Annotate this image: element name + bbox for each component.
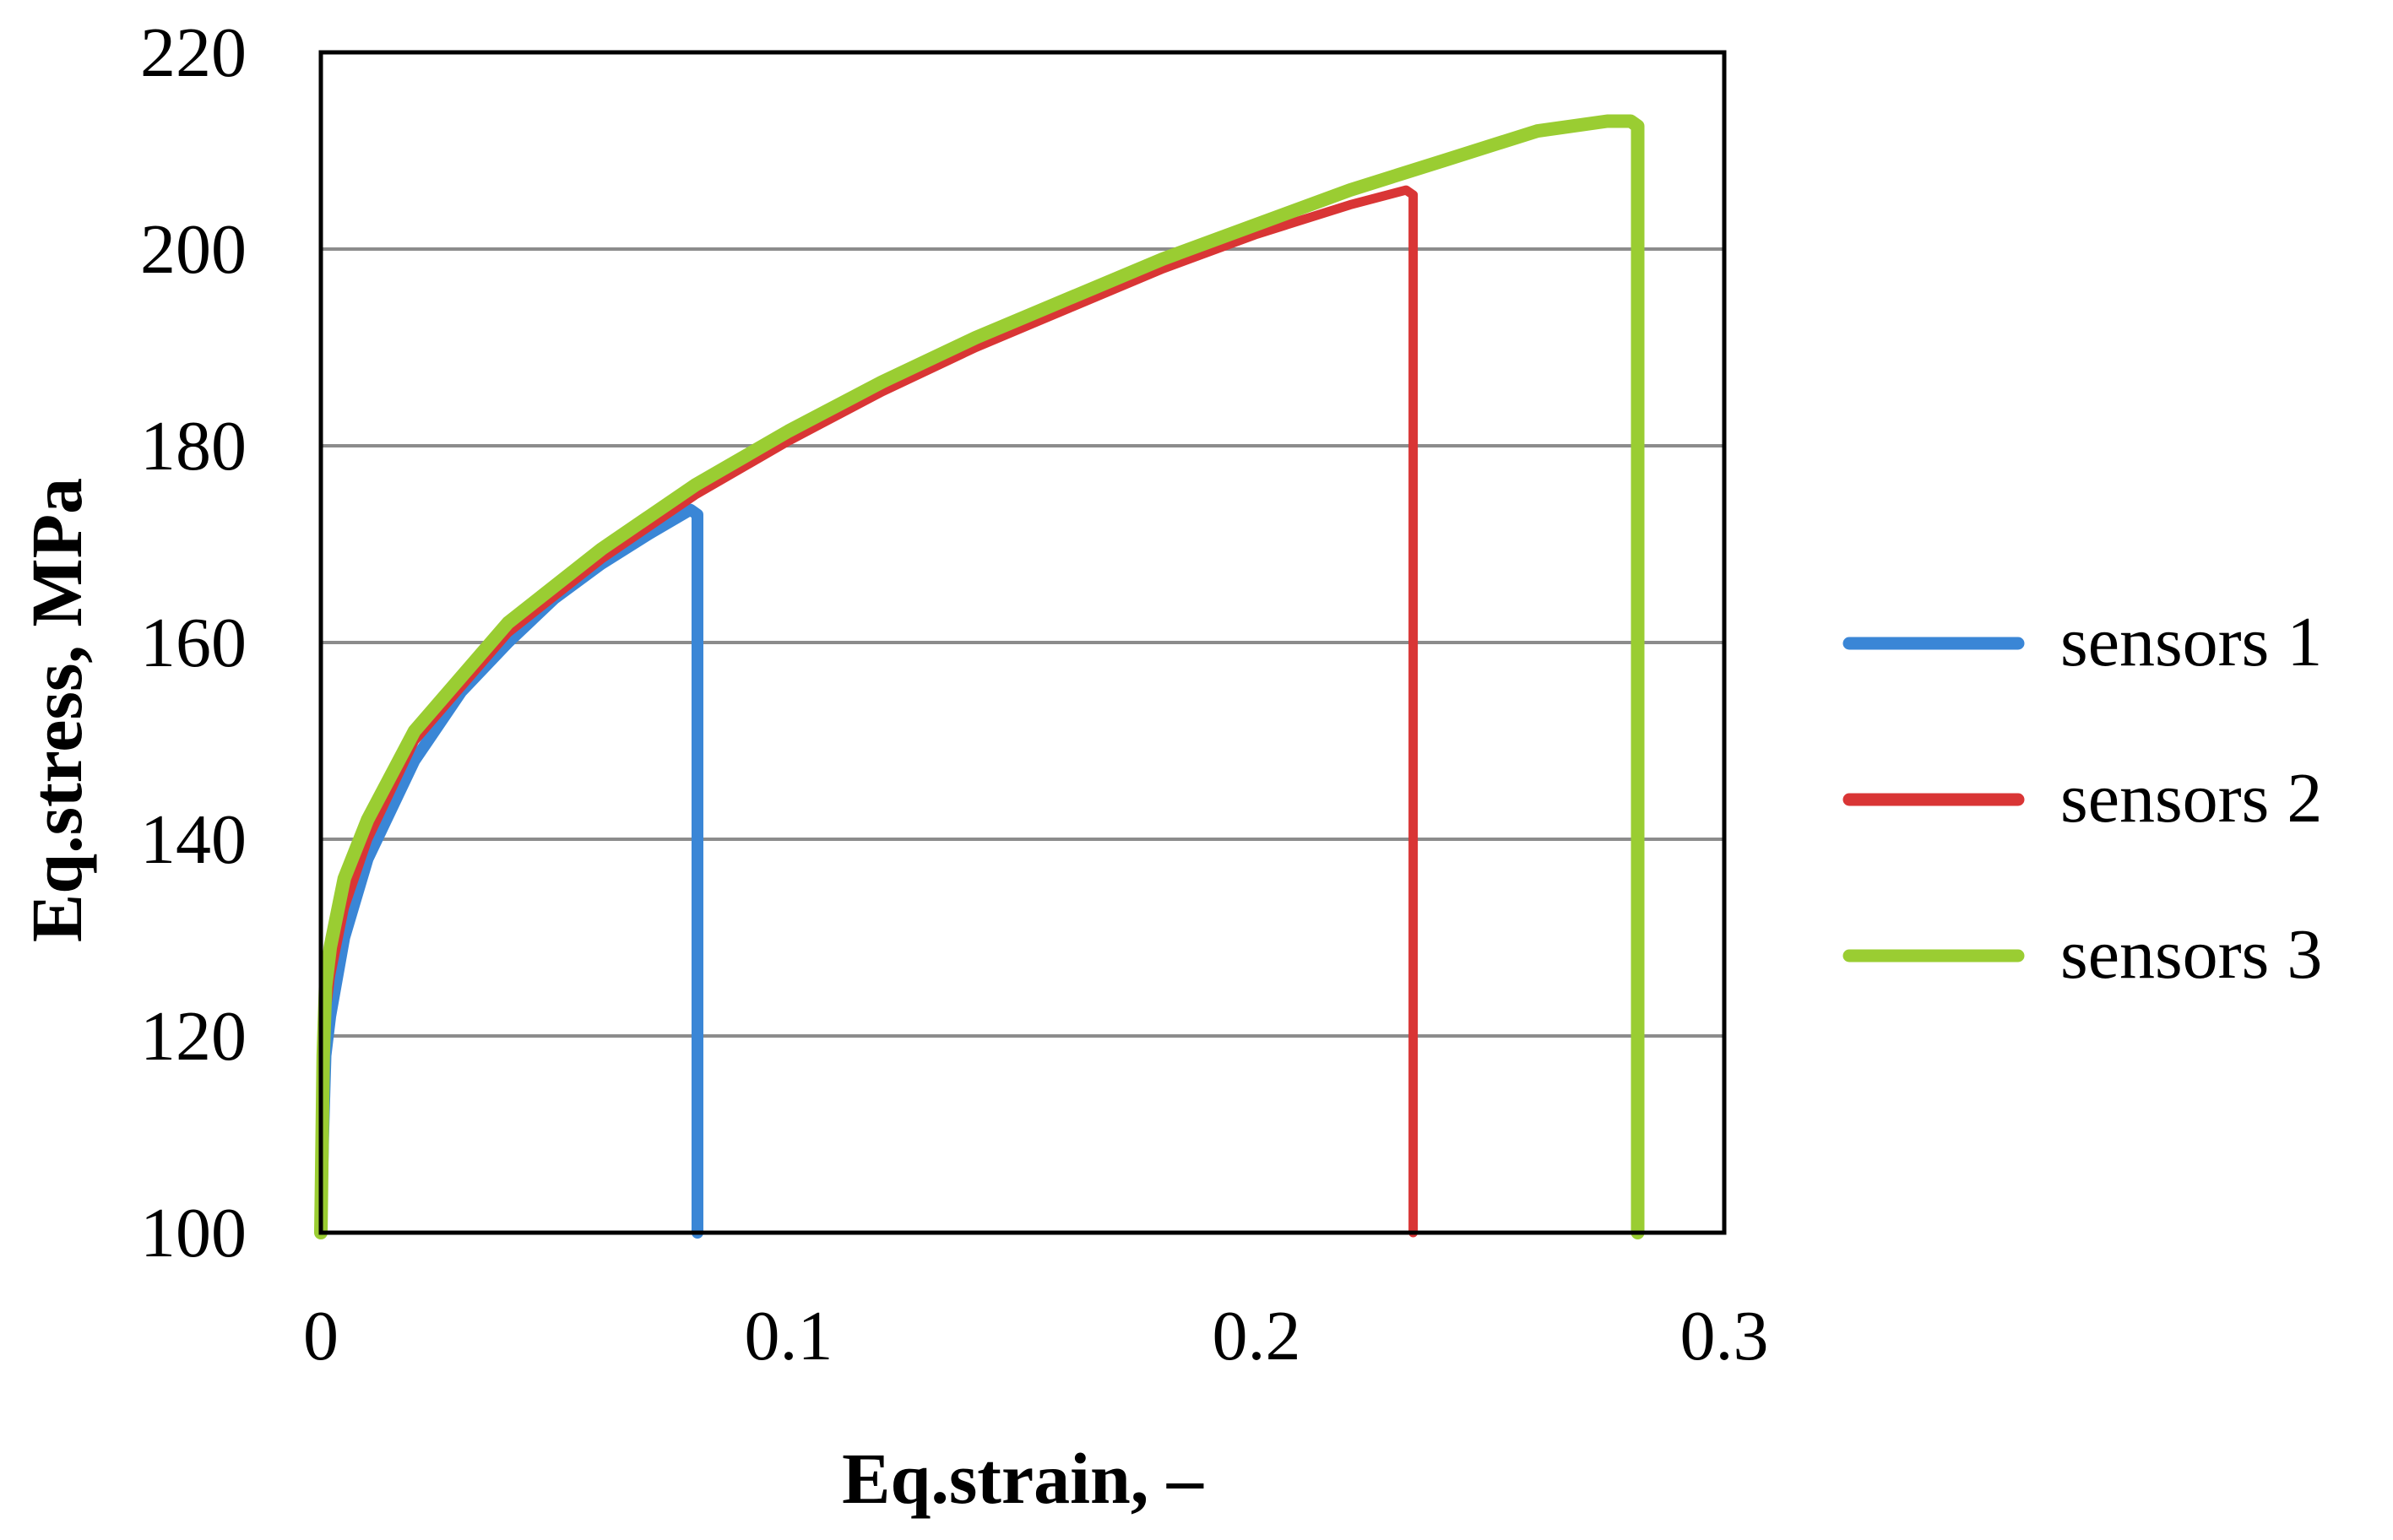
legend-label-3: sensors 3 (2060, 915, 2322, 994)
y-tick-label: 140 (140, 800, 247, 879)
x-axis-ticks: 0 0.1 0.2 0.3 (303, 1297, 1769, 1375)
y-tick-label: 160 (140, 604, 247, 682)
x-tick-label: 0.2 (1213, 1297, 1301, 1375)
x-axis-title: Eq.strain, – (842, 1438, 1204, 1519)
y-axis-ticks: 100 120 140 160 180 200 220 (140, 14, 247, 1272)
legend: sensors 1 sensors 2 sensors 3 (1842, 603, 2322, 994)
series-line-3 (314, 114, 1645, 1239)
x-tick-label: 0.3 (1680, 1297, 1769, 1375)
grid-layer (321, 247, 1724, 1038)
y-axis-title: Eq.stress, MPa (16, 478, 97, 942)
series-layer (314, 114, 1645, 1239)
x-tick-label: 0.1 (745, 1297, 833, 1375)
y-tick-label: 100 (140, 1194, 247, 1272)
plot-frame (318, 50, 1727, 1235)
y-tick-label: 220 (140, 14, 247, 92)
y-tick-label: 200 (140, 210, 247, 289)
legend-label-2: sensors 2 (2060, 759, 2322, 838)
x-tick-label: 0 (303, 1297, 339, 1375)
legend-label-1: sensors 1 (2060, 603, 2322, 681)
series-line-2 (316, 185, 1419, 1238)
y-tick-label: 120 (140, 997, 247, 1076)
y-tick-label: 180 (140, 407, 247, 485)
